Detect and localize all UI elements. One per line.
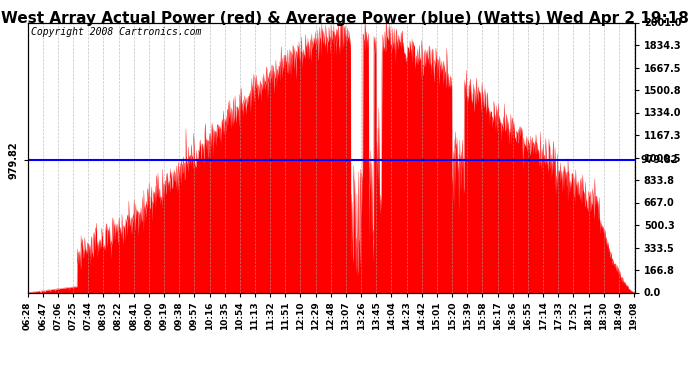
Text: West Array Actual Power (red) & Average Power (blue) (Watts) Wed Apr 2 19:18: West Array Actual Power (red) & Average … (1, 11, 689, 26)
Text: Copyright 2008 Cartronics.com: Copyright 2008 Cartronics.com (30, 27, 201, 36)
Text: 979.82: 979.82 (641, 155, 678, 165)
